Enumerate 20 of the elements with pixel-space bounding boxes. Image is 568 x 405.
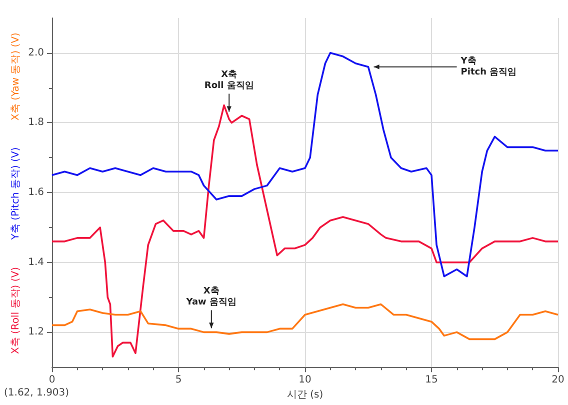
x-tick-label: 5 xyxy=(175,374,182,386)
annotation: X축 Yaw 움직임 xyxy=(185,286,236,308)
text: X축 (Roll 동작) (V) xyxy=(10,266,22,354)
x-tick-label: 0 xyxy=(48,374,56,386)
y-tick-label: 1.4 xyxy=(28,256,44,268)
text: Y축 (Pitch 동작) (V) xyxy=(10,147,22,241)
y-tick-label: 2.0 xyxy=(28,47,44,58)
y-tick-label: 1.6 xyxy=(28,187,44,198)
line-series xyxy=(51,104,559,358)
x-axis-title: 시간 (s) xyxy=(286,390,324,400)
x-tick-label: 10 xyxy=(298,374,312,386)
annotation: X축 Roll 움직임 xyxy=(204,69,254,92)
text: X축 (Yaw 동작) (V) xyxy=(10,32,22,120)
line-series xyxy=(51,52,559,278)
annotation: Y축 Pitch 움직임 xyxy=(460,55,517,78)
x-tick-label: 15 xyxy=(425,374,438,386)
y-tick-label: 1.8 xyxy=(28,117,44,128)
y-tick-label: 1.2 xyxy=(28,326,44,338)
x-tick-label: 20 xyxy=(552,374,564,386)
text: (1.62, 1.903) xyxy=(4,388,70,398)
